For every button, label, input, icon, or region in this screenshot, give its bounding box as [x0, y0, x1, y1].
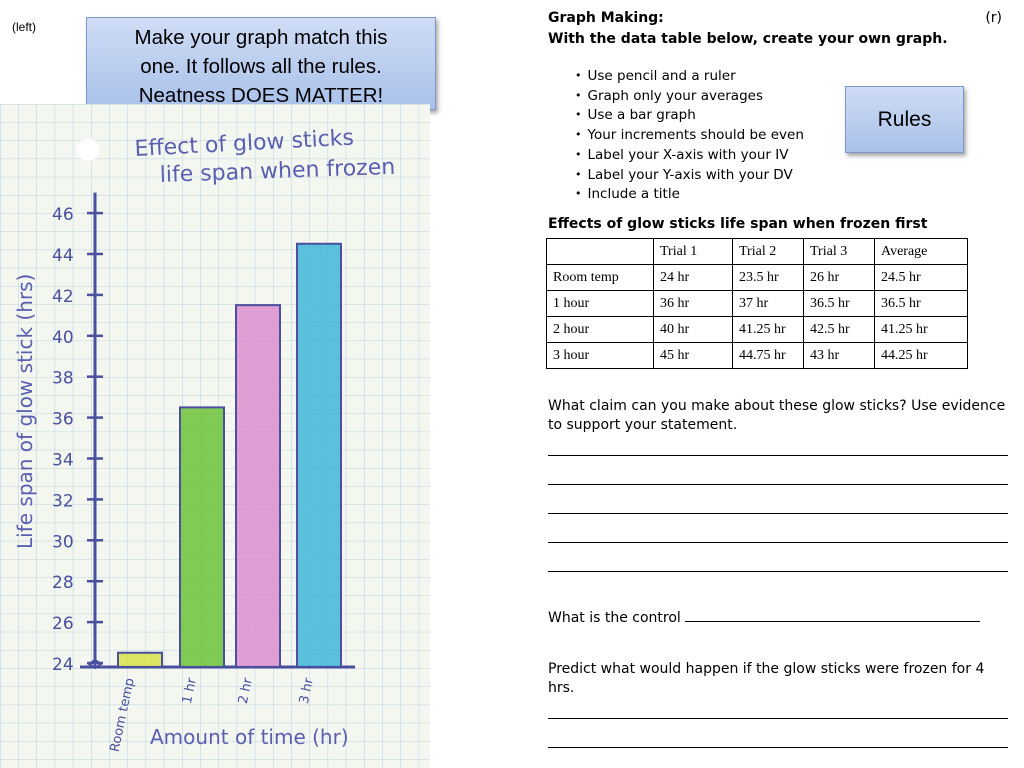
- page-subtitle: With the data table below, create your o…: [548, 31, 948, 47]
- control-question: What is the control: [548, 609, 1008, 628]
- y-tick-label: 26: [52, 614, 74, 634]
- y-axis-label: Life span of glow stick (hrs): [13, 274, 37, 549]
- right-tag: (r): [985, 10, 1002, 26]
- table-cell: 45 hr: [653, 342, 733, 369]
- table-header-cell: Average: [874, 238, 968, 265]
- table-cell: 24 hr: [653, 264, 733, 291]
- claim-question: What claim can you make about these glow…: [548, 398, 1006, 433]
- rule-item: Label your Y-axis with your DV: [575, 166, 804, 186]
- table-cell: 36.5 hr: [874, 290, 968, 317]
- rule-item: Graph only your averages: [575, 87, 804, 107]
- table-cell: 26 hr: [803, 264, 875, 291]
- y-tick-label: 42: [52, 287, 74, 307]
- bar: [117, 651, 163, 669]
- table-cell: Room temp: [546, 264, 654, 291]
- table-row: Room temp 24 hr 23.5 hr 26 hr 24.5 hr: [546, 264, 968, 291]
- table-cell: 40 hr: [653, 316, 733, 343]
- x-tick-label: 2 hr: [236, 676, 256, 705]
- y-tick-label: 30: [52, 532, 74, 552]
- table-cell: 41.25 hr: [732, 316, 804, 343]
- rules-list: Use pencil and a ruler Graph only your a…: [575, 67, 804, 205]
- y-tick-label: 32: [52, 491, 74, 511]
- table-header-cell: Trial 3: [803, 238, 875, 265]
- page-title: Graph Making:: [548, 10, 664, 26]
- y-tick-label: 24: [52, 655, 74, 675]
- table-row: 2 hour 40 hr 41.25 hr 42.5 hr 41.25 hr: [546, 316, 968, 343]
- table-title: Effects of glow sticks life span when fr…: [548, 216, 928, 232]
- y-tick-label: 46: [52, 205, 74, 225]
- rules-button[interactable]: Rules: [845, 86, 964, 153]
- hole-punch: [77, 139, 99, 161]
- answer-line[interactable]: [548, 484, 1008, 485]
- callout-line: one. It follows all the rules.: [140, 55, 382, 78]
- table-row: 1 hour 36 hr 37 hr 36.5 hr 36.5 hr: [546, 290, 968, 317]
- answer-line[interactable]: [548, 747, 1008, 748]
- table-cell: 36 hr: [653, 290, 733, 317]
- table-header-cell: [546, 238, 654, 265]
- table-cell: 24.5 hr: [874, 264, 968, 291]
- rule-item: Label your X-axis with your IV: [575, 146, 804, 166]
- answer-line[interactable]: [548, 718, 1008, 719]
- bar: [179, 406, 225, 668]
- x-axis-label: Amount of time (hr): [150, 725, 349, 749]
- y-tick-label: 34: [52, 451, 74, 471]
- table-cell: 37 hr: [732, 290, 804, 317]
- x-tick-label: 1 hr: [180, 676, 200, 705]
- page-header: Graph Making: With the data table below,…: [548, 8, 1002, 50]
- table-header-cell: Trial 1: [653, 238, 733, 265]
- table-row: 3 hour 45 hr 44.75 hr 43 hr 44.25 hr: [546, 342, 968, 369]
- y-tick-label: 38: [52, 369, 74, 389]
- bar: [235, 304, 281, 668]
- table-cell: 44.25 hr: [874, 342, 968, 369]
- table-cell: 36.5 hr: [803, 290, 875, 317]
- control-question-text: What is the control: [548, 610, 681, 626]
- bar: [296, 242, 342, 668]
- table-cell: 41.25 hr: [874, 316, 968, 343]
- answer-line[interactable]: [548, 513, 1008, 514]
- table-cell: 43 hr: [803, 342, 875, 369]
- left-tag: (left): [12, 20, 36, 34]
- x-tick-label: 3 hr: [297, 676, 317, 705]
- y-tick-label: 36: [52, 410, 74, 430]
- rule-item: Use pencil and a ruler: [575, 67, 804, 87]
- table-cell: 23.5 hr: [732, 264, 804, 291]
- predict-question: Predict what would happen if the glow st…: [548, 661, 985, 696]
- rule-item: Use a bar graph: [575, 106, 804, 126]
- callout-line: Make your graph match this: [134, 26, 388, 49]
- table-header-cell: Trial 2: [732, 238, 804, 265]
- y-tick-label: 28: [52, 573, 74, 593]
- instruction-callout: Make your graph match this one. It follo…: [86, 17, 436, 110]
- y-tick-label: 40: [52, 328, 74, 348]
- data-table: Trial 1 Trial 2 Trial 3 Average Room tem…: [546, 238, 968, 369]
- table-cell: 44.75 hr: [732, 342, 804, 369]
- callout-line: Neatness DOES MATTER!: [138, 84, 384, 107]
- table-cell: 3 hour: [546, 342, 654, 369]
- control-answer-line[interactable]: [685, 609, 981, 622]
- rule-item: Your increments should be even: [575, 126, 804, 146]
- hand-drawn-graph: Effect of glow sticks life span when fro…: [0, 104, 430, 768]
- rule-item: Include a title: [575, 185, 804, 205]
- table-header-row: Trial 1 Trial 2 Trial 3 Average: [546, 238, 968, 265]
- table-cell: 1 hour: [546, 290, 654, 317]
- answer-line[interactable]: [548, 542, 1008, 543]
- answer-line[interactable]: [548, 455, 1008, 456]
- table-cell: 42.5 hr: [803, 316, 875, 343]
- answer-line[interactable]: [548, 571, 1008, 572]
- table-cell: 2 hour: [546, 316, 654, 343]
- y-tick-label: 44: [52, 246, 74, 266]
